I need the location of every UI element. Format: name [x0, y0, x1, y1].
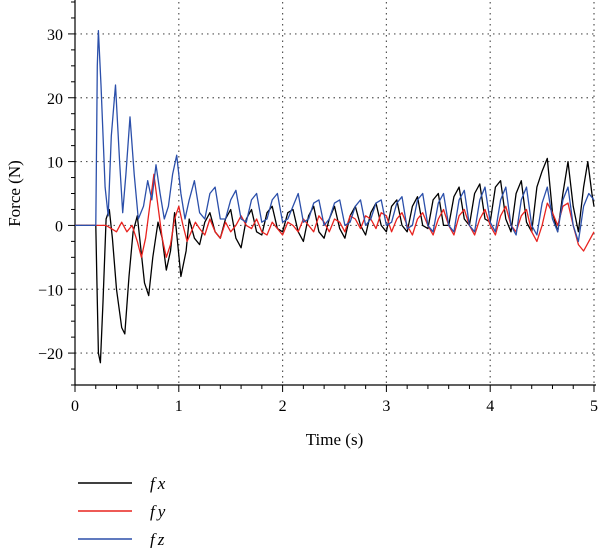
- legend: fx fy fz: [78, 474, 168, 548]
- y-tick-label: 30: [47, 27, 63, 44]
- x-tick-label: 0: [71, 398, 79, 415]
- series-line-fy: [75, 173, 595, 258]
- x-axis-label: Time (s): [306, 430, 363, 449]
- tick-labels: 0 1 2 3 4 5 −20 −10 0 10 20 30: [38, 27, 598, 415]
- axes: [68, 0, 596, 392]
- legend-label-fx: fx: [150, 474, 168, 493]
- x-tick-label: 3: [382, 398, 390, 415]
- y-tick-label: −10: [38, 282, 63, 299]
- y-axis-label: Force (N): [5, 160, 24, 227]
- grid: [75, 2, 595, 385]
- series-group: [75, 30, 595, 364]
- legend-label-fy: fy: [150, 502, 168, 521]
- series-line-fz: [75, 30, 595, 243]
- y-tick-label: −20: [38, 346, 63, 363]
- legend-label-fz: fz: [150, 530, 167, 548]
- y-tick-label: 0: [55, 218, 63, 235]
- series-line-fx: [75, 157, 595, 364]
- x-tick-label: 2: [279, 398, 287, 415]
- x-tick-label: 4: [486, 398, 494, 415]
- x-tick-label: 1: [175, 398, 183, 415]
- y-tick-label: 10: [47, 155, 63, 172]
- y-tick-label: 20: [47, 91, 63, 108]
- x-tick-label: 5: [590, 398, 598, 415]
